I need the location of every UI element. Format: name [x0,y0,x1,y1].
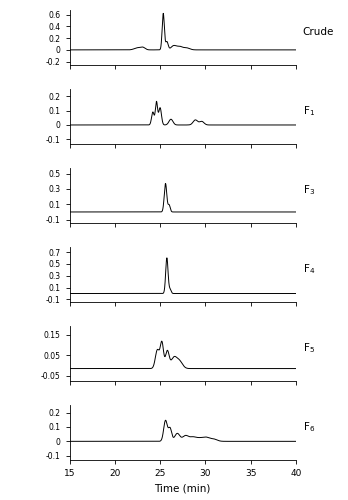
Text: F$_3$: F$_3$ [302,183,315,197]
Text: F$_6$: F$_6$ [302,420,315,434]
Text: F$_5$: F$_5$ [302,342,315,355]
Text: F$_4$: F$_4$ [302,262,315,276]
Text: F$_1$: F$_1$ [302,104,315,118]
Text: Crude: Crude [302,27,334,37]
X-axis label: Time (min): Time (min) [155,484,211,494]
